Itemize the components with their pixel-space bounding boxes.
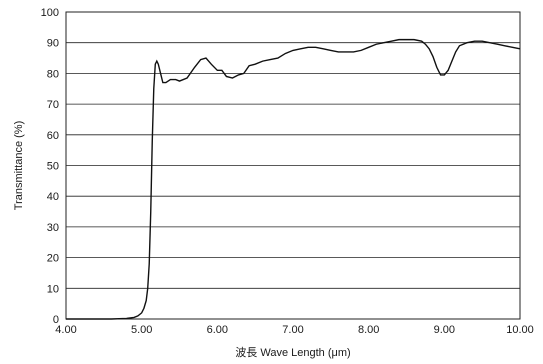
y-tick-label: 60 [47,130,59,142]
y-tick-label: 40 [47,191,59,203]
x-axis-title: 波長 Wave Length (μm) [235,346,350,359]
x-tick-label: 5.00 [131,324,152,336]
y-tick-label: 90 [47,38,59,50]
transmittance-series-line [66,38,521,320]
x-tick-label: 9.00 [434,324,455,336]
x-tick-label: 4.00 [55,324,76,336]
x-tick-label: 10.00 [506,324,534,336]
y-tick-label: 70 [47,99,59,111]
y-tick-label: 30 [47,222,59,234]
x-tick-labels: 4.00 5.00 6.00 7.00 8.00 9.00 10.00 [55,324,533,336]
x-tick-label: 7.00 [282,324,303,336]
x-tick-label: 8.00 [358,324,379,336]
y-tick-label: 50 [47,161,59,173]
grid-layer [66,11,520,320]
y-tick-labels: 0 10 20 30 40 50 60 70 80 90 100 [41,7,59,326]
plot-frame [65,11,521,320]
y-tick-label: 80 [47,68,59,80]
y-tick-label: 100 [41,7,59,19]
x-tick-label: 6.00 [207,324,228,336]
y-tick-label: 20 [47,253,59,265]
y-axis-title: Transmittance (%) [13,121,25,210]
y-tick-label: 0 [53,314,59,326]
y-tick-label: 10 [47,283,59,295]
